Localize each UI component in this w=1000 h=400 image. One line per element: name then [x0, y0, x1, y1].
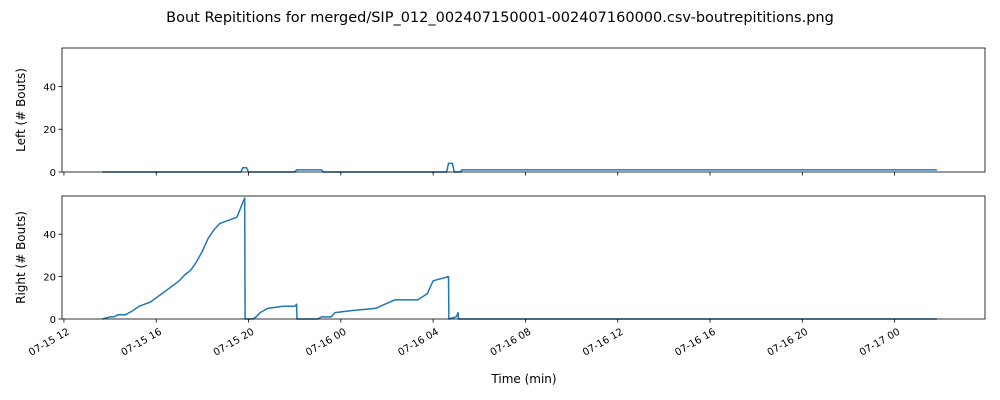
- right-y-tick-label-20: 20: [43, 273, 56, 284]
- right-y-tick-label-40: 40: [43, 230, 56, 241]
- x-axis-label: Time (min): [490, 372, 556, 386]
- right-y-axis-label: Right (# Bouts): [14, 211, 28, 304]
- left-bouts-panel: 0 20 40 Left (# Bouts): [14, 47, 986, 179]
- left-y-tick-label-20: 20: [43, 125, 56, 136]
- right-series-line-0: [102, 197, 937, 320]
- left-y-tick-label-40: 40: [43, 82, 56, 93]
- left-y-axis-label: Left (# Bouts): [14, 68, 28, 152]
- right-y-tick-label-0: 0: [50, 315, 56, 326]
- left-y-tick-label-0: 0: [50, 168, 56, 179]
- right-axes-frame: [61, 195, 986, 320]
- figure-title: Bout Repititions for merged/SIP_012_0024…: [166, 10, 834, 26]
- left-axes-frame: [61, 47, 986, 173]
